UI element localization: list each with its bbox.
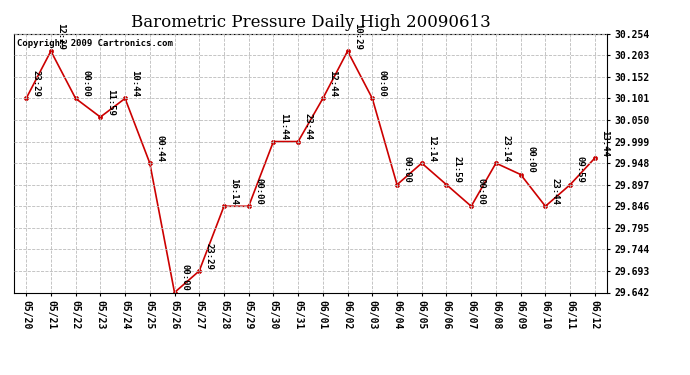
- Text: 23:29: 23:29: [205, 243, 214, 270]
- Text: 12:29: 12:29: [57, 23, 66, 50]
- Text: 00:00: 00:00: [180, 264, 189, 291]
- Text: 23:29: 23:29: [32, 70, 41, 97]
- Text: 09:59: 09:59: [575, 156, 584, 183]
- Text: 00:00: 00:00: [526, 146, 535, 173]
- Text: 00:44: 00:44: [155, 135, 164, 162]
- Text: Copyright 2009 Cartronics.com: Copyright 2009 Cartronics.com: [17, 39, 172, 48]
- Text: 13:44: 13:44: [600, 130, 609, 157]
- Text: 10:29: 10:29: [353, 23, 362, 50]
- Text: 10:44: 10:44: [130, 70, 139, 97]
- Text: 23:14: 23:14: [502, 135, 511, 162]
- Text: 16:14: 16:14: [230, 178, 239, 205]
- Text: 00:00: 00:00: [378, 70, 387, 97]
- Text: 23:44: 23:44: [304, 113, 313, 140]
- Text: 23:44: 23:44: [551, 178, 560, 205]
- Text: 11:44: 11:44: [279, 113, 288, 140]
- Text: 12:44: 12:44: [328, 70, 337, 97]
- Text: 12:14: 12:14: [427, 135, 436, 162]
- Text: 00:00: 00:00: [402, 156, 412, 183]
- Text: 00:00: 00:00: [254, 178, 264, 205]
- Title: Barometric Pressure Daily High 20090613: Barometric Pressure Daily High 20090613: [130, 14, 491, 31]
- Text: 00:00: 00:00: [477, 178, 486, 205]
- Text: 00:00: 00:00: [81, 70, 90, 97]
- Text: 21:59: 21:59: [452, 156, 461, 183]
- Text: 11:59: 11:59: [106, 89, 115, 116]
